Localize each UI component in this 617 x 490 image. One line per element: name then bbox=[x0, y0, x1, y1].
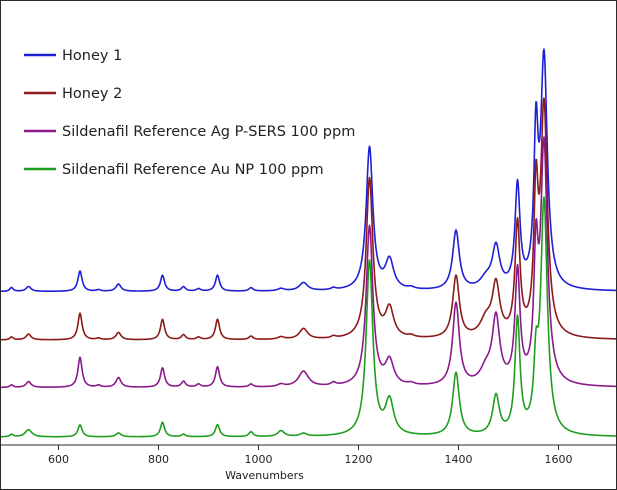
x-tick-label: 1000 bbox=[245, 453, 273, 466]
legend-label-2: Honey 2 bbox=[62, 86, 122, 102]
series-line-1 bbox=[1, 48, 616, 293]
x-axis-title: Wavenumbers bbox=[225, 469, 304, 482]
x-tick-label: 800 bbox=[148, 453, 169, 466]
series-line-4 bbox=[1, 196, 616, 438]
series-layer bbox=[1, 48, 616, 438]
legend-label-4: Sildenafil Reference Au NP 100 ppm bbox=[62, 162, 324, 178]
series-line-2 bbox=[1, 97, 616, 341]
x-tick-label: 1600 bbox=[545, 453, 573, 466]
legend-label-1: Honey 1 bbox=[62, 48, 122, 64]
x-tick-label: 1200 bbox=[345, 453, 373, 466]
x-axis: 600 800 1000 1200 1400 1600 Wavenumbers bbox=[1, 444, 616, 482]
series-line-3 bbox=[1, 136, 616, 389]
x-tick-label: 1400 bbox=[445, 453, 473, 466]
legend-label-3: Sildenafil Reference Ag P-SERS 100 ppm bbox=[62, 124, 355, 140]
legend: Honey 1 Honey 2 Sildenafil Reference Ag P-… bbox=[24, 48, 355, 178]
x-tick-label: 600 bbox=[48, 453, 69, 466]
